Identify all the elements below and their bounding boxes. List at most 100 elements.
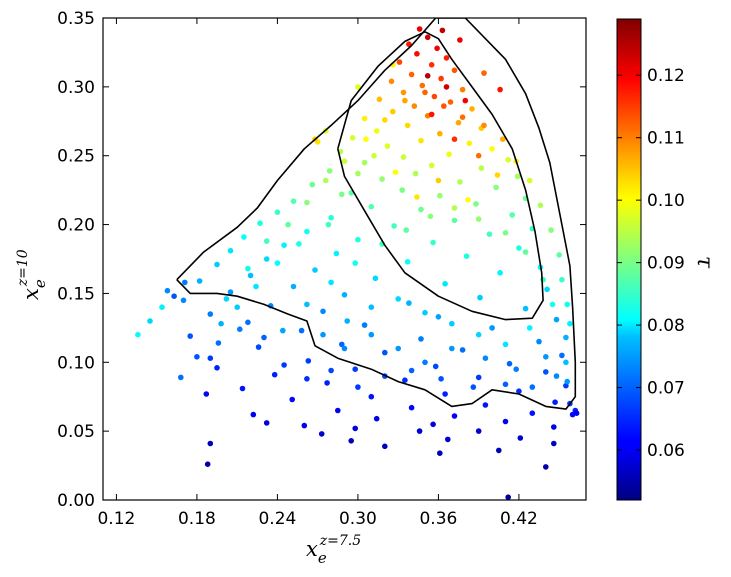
x-tick-label: 0.42 bbox=[500, 509, 538, 529]
scatter-point bbox=[382, 349, 388, 356]
scatter-point bbox=[384, 143, 391, 149]
scatter-point bbox=[516, 388, 522, 395]
scatter-point bbox=[451, 136, 458, 142]
scatter-point bbox=[404, 259, 411, 265]
scatter-point bbox=[399, 187, 406, 193]
scatter-point bbox=[404, 122, 411, 129]
scatter-point bbox=[361, 159, 368, 166]
scatter-point bbox=[187, 333, 193, 339]
scatter-point bbox=[281, 362, 287, 368]
scatter-point bbox=[408, 404, 415, 411]
scatter-point bbox=[564, 301, 570, 308]
scatter-point bbox=[159, 304, 165, 311]
scatter-point bbox=[462, 97, 469, 104]
scatter-point bbox=[382, 117, 388, 123]
scatter-point bbox=[368, 304, 375, 311]
scatter-point bbox=[239, 385, 246, 392]
scatter-point bbox=[414, 51, 420, 57]
scatter-point bbox=[477, 294, 483, 301]
scatter-point bbox=[164, 287, 171, 294]
scatter-point bbox=[237, 326, 243, 333]
scatter-point bbox=[438, 376, 444, 382]
scatter-point bbox=[459, 114, 466, 120]
scatter-point bbox=[214, 365, 220, 371]
scatter-point bbox=[551, 424, 557, 430]
scatter-point bbox=[549, 301, 556, 308]
scatter-point bbox=[320, 308, 326, 315]
scatter-point bbox=[312, 267, 318, 273]
y-tick-label: 0.25 bbox=[57, 147, 95, 167]
scatter-point bbox=[257, 220, 263, 226]
scatter-point bbox=[304, 199, 310, 206]
scatter-point bbox=[416, 26, 423, 32]
colorbar-ticks: 0.06 0.07 0.08 0.09 0.10 0.11 0.12 bbox=[617, 66, 685, 461]
scatter-point bbox=[513, 366, 519, 373]
scatter-point bbox=[522, 249, 529, 255]
scatter-point bbox=[328, 367, 334, 374]
scatter-point bbox=[475, 428, 482, 434]
scatter-point bbox=[355, 236, 361, 243]
scatter-point bbox=[526, 325, 533, 331]
scatter-point bbox=[442, 281, 448, 287]
scatter-point bbox=[339, 191, 345, 198]
scatter-point bbox=[430, 421, 436, 428]
scatter-point bbox=[388, 78, 395, 85]
scatter-point bbox=[352, 366, 359, 373]
scatter-point bbox=[344, 318, 351, 324]
colorbar-tick-label: 0.12 bbox=[647, 66, 685, 86]
scatter-point bbox=[402, 97, 408, 104]
scatter-point bbox=[481, 70, 487, 76]
scatter-point bbox=[517, 435, 524, 441]
scatter-point bbox=[379, 176, 385, 182]
scatter-point bbox=[250, 411, 257, 418]
scatter-point bbox=[437, 192, 443, 199]
scatter-point bbox=[253, 283, 259, 290]
scatter-point bbox=[455, 119, 462, 126]
scatter-points bbox=[135, 26, 580, 500]
scatter-point bbox=[227, 247, 234, 254]
scatter-point bbox=[482, 402, 489, 408]
contour-middle bbox=[176, 18, 577, 410]
scatter-point bbox=[437, 130, 443, 137]
scatter-point bbox=[552, 399, 558, 406]
scatter-point bbox=[361, 115, 368, 122]
scatter-point bbox=[502, 230, 509, 236]
scatter-point bbox=[536, 338, 542, 345]
y-tick-label: 0.35 bbox=[57, 9, 95, 29]
scatter-point bbox=[505, 157, 512, 163]
scatter-point bbox=[335, 407, 341, 414]
scatter-point bbox=[339, 341, 345, 348]
scatter-point bbox=[392, 169, 399, 175]
scatter-point bbox=[451, 413, 458, 419]
colorbar-tick-label: 0.11 bbox=[647, 129, 685, 149]
scatter-point bbox=[263, 420, 270, 426]
scatter-point bbox=[322, 177, 329, 184]
scatter-point bbox=[434, 45, 440, 52]
y-tick-label: 0.05 bbox=[57, 422, 95, 442]
colorbar-tick-label: 0.07 bbox=[647, 379, 685, 399]
y-axis-ticks: 0.00 0.05 0.10 0.15 0.20 0.25 0.30 0.35 bbox=[57, 9, 586, 511]
scatter-point bbox=[218, 320, 224, 327]
scatter-point bbox=[349, 135, 356, 141]
scatter-point bbox=[543, 354, 549, 360]
y-tick-label: 0.15 bbox=[57, 284, 95, 304]
colorbar-tick-label: 0.08 bbox=[647, 316, 685, 336]
scatter-point bbox=[428, 162, 435, 169]
scatter-point bbox=[178, 374, 184, 381]
scatter-point bbox=[368, 393, 375, 400]
x-axis-ticks: 0.12 0.18 0.24 0.30 0.36 0.42 bbox=[97, 18, 538, 529]
scatter-point bbox=[439, 27, 446, 34]
scatter-point bbox=[290, 198, 297, 204]
scatter-point bbox=[478, 165, 485, 171]
scatter-point bbox=[280, 327, 286, 334]
scatter-point bbox=[445, 436, 451, 443]
scatter-point bbox=[537, 202, 544, 209]
scatter-point bbox=[489, 325, 495, 331]
scatter-point bbox=[563, 359, 569, 366]
scatter-point bbox=[373, 128, 380, 134]
scatter-point bbox=[427, 213, 434, 220]
scatter-point bbox=[372, 275, 379, 282]
scatter-point bbox=[443, 84, 450, 90]
scatter-point bbox=[438, 75, 444, 82]
plot-frame bbox=[102, 17, 587, 501]
